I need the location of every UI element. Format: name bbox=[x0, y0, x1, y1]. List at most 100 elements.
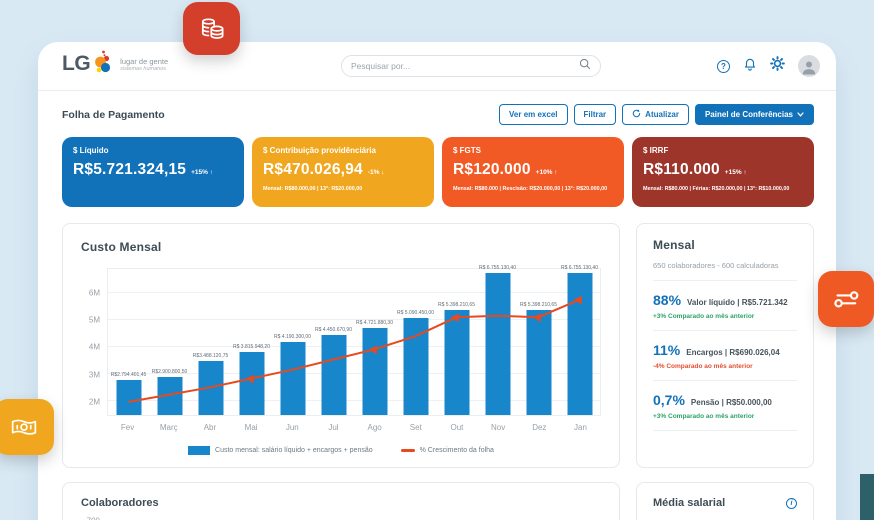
kpi-title: $ Líquido bbox=[73, 146, 109, 155]
legend-item-custo: Custo mensal: salário líquido + encargos… bbox=[188, 446, 373, 455]
custo-mensal-plot: R$2.794.401,45 R$2.900.800,50 R$3.488.120,… bbox=[107, 265, 601, 416]
conference-panel-button[interactable]: Painel de Conferências bbox=[694, 104, 814, 125]
lg-logo: LG lugar de gente sistemas humanos bbox=[62, 49, 272, 84]
bar-value-label: R$2.794.401,45 bbox=[110, 372, 147, 379]
bar-slot: R$ 3.815.948,20 bbox=[231, 269, 272, 415]
stat-valor-liquido: 88% Valor líquido | R$5.721.342 +3% Compa… bbox=[653, 281, 797, 331]
help-icon[interactable]: ? bbox=[717, 59, 730, 73]
x-tick-label: Març bbox=[159, 423, 178, 432]
coins-stack-icon[interactable] bbox=[183, 2, 240, 55]
kpi-sub: Mensal: R$80.000 | Rescisão: R$20.000,00… bbox=[453, 186, 608, 192]
stat-pensao: 0,7% Pensão | R$50.000,00 +3% Comparado a… bbox=[653, 381, 797, 431]
colaboradores-ytick: 700 bbox=[87, 517, 100, 520]
kpi-delta: -1% ↓ bbox=[367, 169, 385, 176]
bar bbox=[321, 335, 346, 415]
bar-value-label: R$ 5.398.210,65 bbox=[438, 301, 475, 308]
user-avatar[interactable] bbox=[798, 55, 820, 77]
kpi-delta: +15% ↑ bbox=[191, 169, 213, 176]
kpi-title: $ FGTS bbox=[453, 146, 482, 155]
kpi-card-irrf: $ IRRF R$110.000 +15% ↑ Mensal: R$80.000 … bbox=[632, 137, 814, 207]
kpi-card-contribuicao: $ Contribuição providênciária R$470.026,… bbox=[252, 137, 434, 207]
main-row: Custo Mensal 6M 5M 4M 3M 2M R$2.794.401,45 R$… bbox=[38, 207, 836, 468]
legend-line-label: % Crescimento da folha bbox=[419, 447, 494, 454]
kpi-delta: +15% ↑ bbox=[724, 169, 747, 176]
x-tick-label: Fev bbox=[120, 423, 135, 432]
y-tick-label: 6M bbox=[88, 288, 100, 298]
bar-slot: R$3.488.120,75 bbox=[190, 269, 231, 415]
toolbar: Folha de Pagamento Ver em excel Filtrar … bbox=[38, 91, 836, 135]
custo-mensal-chart: 6M 5M 4M 3M 2M R$2.794.401,45 R$2.900.800,50 R… bbox=[81, 265, 601, 416]
stat-pct: 11% bbox=[653, 342, 681, 358]
x-tick-label: Ago bbox=[367, 423, 382, 432]
bar bbox=[280, 342, 305, 415]
bar bbox=[526, 309, 551, 415]
logo-subtagline: sistemas humanos bbox=[120, 65, 167, 72]
bar bbox=[239, 352, 264, 415]
logo-taglines: lugar de gente sistemas humanos bbox=[120, 49, 168, 72]
legend-bar-swatch bbox=[188, 446, 211, 455]
stat-compare: +3% Comparado ao mês anterior bbox=[653, 413, 755, 420]
banknote-icon[interactable] bbox=[0, 399, 54, 455]
mensal-panel: Mensal 650 colaboradores - 600 calculado… bbox=[636, 223, 814, 468]
x-tick-label: Set bbox=[409, 423, 422, 432]
bar-value-label: R$ 6.755.130,40 bbox=[561, 264, 598, 271]
bar-value-label: R$2.900.800,50 bbox=[151, 369, 188, 376]
notifications-bell-icon[interactable] bbox=[743, 57, 757, 76]
refresh-button-label: Atualizar bbox=[645, 110, 679, 119]
mensal-panel-subtitle: 650 colaboradores - 600 calculadoras bbox=[653, 261, 797, 281]
kpi-value: R$120.000 bbox=[453, 161, 531, 178]
top-bar-icons: ? bbox=[670, 55, 820, 77]
x-tick-label: Jan bbox=[574, 423, 587, 432]
x-tick-label: Jul bbox=[328, 423, 339, 432]
search-icon[interactable] bbox=[579, 57, 591, 75]
excel-button-label: Ver em excel bbox=[509, 110, 558, 119]
bar bbox=[485, 272, 510, 415]
media-salarial-title: Média salarial bbox=[653, 497, 726, 509]
stat-label: Pensão | R$50.000,00 bbox=[690, 398, 772, 407]
info-icon[interactable]: i bbox=[786, 497, 797, 509]
kpi-title: $ Contribuição providênciária bbox=[263, 146, 376, 155]
bottom-row: Colaboradores 700 580640500640 Média sal… bbox=[38, 468, 836, 520]
stat-compare: +3% Comparado ao mês anterior bbox=[653, 313, 755, 320]
bar bbox=[362, 327, 387, 415]
top-bar: LG lugar de gente sistemas humanos bbox=[38, 42, 836, 90]
custo-mensal-xaxis: Fev Març Abr Mai Jun Jul Ago Set Out Nov Dez Jan bbox=[107, 423, 601, 432]
kpi-value: R$470.026,94 bbox=[263, 161, 363, 178]
sliders-icon[interactable] bbox=[818, 271, 874, 327]
refresh-button[interactable]: Atualizar bbox=[622, 104, 689, 125]
stat-pct: 88% bbox=[653, 292, 682, 308]
bar-value-label: R$ 6.755.130,40 bbox=[479, 264, 516, 271]
bar-slot: R$ 4.721.880,30 bbox=[354, 269, 395, 415]
stat-compare: -4% Comparado ao mês anterior bbox=[653, 363, 753, 370]
kpi-sub: Mensal: R$80.000 | Férias: R$20.000,00 |… bbox=[643, 186, 790, 192]
bar bbox=[116, 380, 141, 415]
kpi-card-fgts: $ FGTS R$120.000 +10% ↑ Mensal: R$80.000 … bbox=[442, 137, 624, 207]
excel-button[interactable]: Ver em excel bbox=[499, 104, 568, 125]
x-tick-label: Dez bbox=[532, 423, 547, 432]
page-title: Folha de Pagamento bbox=[62, 108, 165, 121]
kpi-value: R$110.000 bbox=[643, 161, 720, 178]
y-tick-label: 5M bbox=[88, 315, 100, 325]
x-tick-label: Jun bbox=[285, 423, 299, 432]
legend-bar-label: Custo mensal: salário líquido + encargos… bbox=[215, 447, 373, 454]
y-tick-label: 4M bbox=[88, 342, 100, 352]
bar-slot: R$ 6.755.130,40 bbox=[559, 265, 600, 415]
bar bbox=[403, 317, 428, 415]
settings-gear-icon[interactable] bbox=[770, 56, 785, 76]
x-tick-label: Abr bbox=[203, 423, 217, 432]
y-tick-label: 2M bbox=[88, 397, 100, 407]
search-bar[interactable] bbox=[341, 55, 601, 77]
bar-slot: R$ 5.398.210,65 bbox=[436, 269, 477, 415]
bar-value-label: R$3.488.120,75 bbox=[192, 353, 229, 360]
bars-layer: R$2.794.401,45 R$2.900.800,50 R$3.488.120,… bbox=[108, 265, 600, 415]
bar bbox=[157, 377, 182, 415]
filter-button[interactable]: Filtrar bbox=[573, 104, 617, 125]
custo-mensal-title: Custo Mensal bbox=[81, 240, 162, 254]
bar-slot: R$ 4.190.300,00 bbox=[272, 269, 313, 415]
bar bbox=[198, 361, 223, 415]
colaboradores-card: Colaboradores 700 580640500640 bbox=[62, 482, 620, 520]
bar-value-label: R$ 4.190.300,00 bbox=[274, 334, 311, 341]
search-input[interactable] bbox=[351, 61, 579, 71]
colaboradores-title: Colaboradores bbox=[81, 497, 159, 509]
